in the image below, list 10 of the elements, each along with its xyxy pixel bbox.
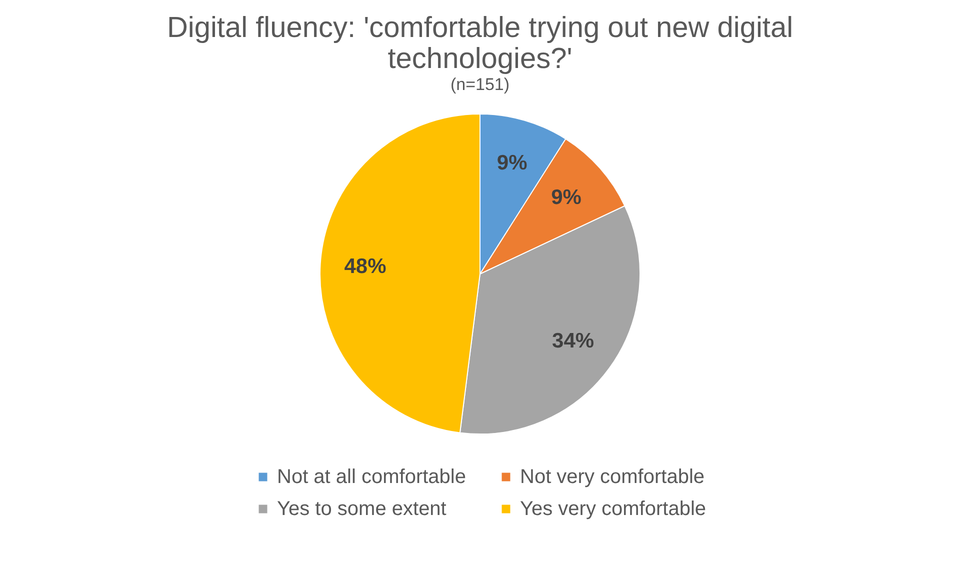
chart-title: Digital fluency: 'comfortable trying out new digital technologies?' [166,12,794,75]
data-label: 9% [496,152,528,175]
data-label: 34% [552,330,594,353]
legend-label: Yes to some extent [277,498,447,520]
legend-label: Yes very comfortable [520,498,706,520]
legend-label: Not very comfortable [520,466,705,488]
chart-subtitle: (n=151) [450,75,510,94]
legend-label: Not at all comfortable [277,466,466,488]
data-label: 9% [551,186,582,209]
data-label: 48% [344,254,387,278]
